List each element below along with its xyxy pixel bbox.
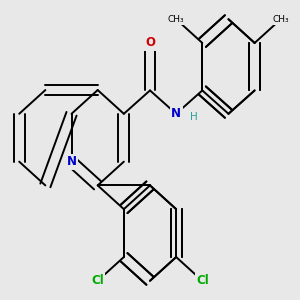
Text: H: H [190, 112, 198, 122]
Text: O: O [145, 37, 155, 50]
Text: Cl: Cl [91, 274, 104, 287]
Text: CH₃: CH₃ [168, 15, 184, 24]
Text: Cl: Cl [196, 274, 209, 287]
Text: N: N [67, 155, 76, 168]
Text: N: N [171, 107, 181, 120]
Text: CH₃: CH₃ [272, 15, 289, 24]
